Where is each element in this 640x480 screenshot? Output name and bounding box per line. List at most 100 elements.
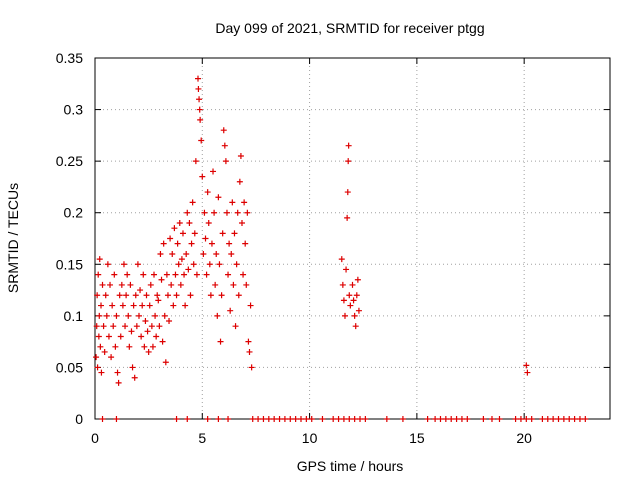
- data-point: [95, 333, 102, 340]
- data-point: [168, 281, 175, 288]
- data-point: [480, 416, 487, 422]
- data-point: [97, 343, 104, 350]
- data-point: [346, 416, 353, 422]
- data-point: [217, 338, 224, 345]
- data-point: [155, 297, 162, 304]
- data-point: [211, 209, 218, 216]
- data-point: [117, 333, 124, 340]
- data-point: [120, 261, 127, 268]
- data-point: [362, 416, 369, 422]
- data-point: [176, 220, 183, 227]
- data-point: [125, 312, 132, 319]
- data-point: [237, 152, 244, 159]
- data-point: [248, 364, 255, 371]
- data-point: [448, 416, 455, 422]
- data-point: [147, 281, 154, 288]
- data-point: [96, 312, 103, 319]
- data-point: [330, 416, 337, 422]
- y-tick-label: 0.35: [56, 50, 83, 66]
- data-point: [234, 209, 241, 216]
- data-point: [340, 297, 347, 304]
- data-point: [544, 416, 551, 422]
- data-point: [104, 261, 111, 268]
- data-point: [344, 214, 351, 221]
- data-point: [303, 416, 310, 422]
- data-point: [512, 416, 519, 422]
- data-point: [241, 199, 248, 206]
- data-point: [189, 199, 196, 206]
- x-tick-label: 20: [516, 430, 532, 446]
- data-point: [190, 261, 197, 268]
- data-point: [341, 312, 348, 319]
- data-point: [215, 194, 222, 201]
- data-point: [488, 416, 495, 422]
- data-point: [196, 96, 203, 103]
- y-tick-label: 0.3: [64, 102, 84, 118]
- data-point: [298, 416, 304, 422]
- data-point: [350, 297, 357, 304]
- data-point: [173, 292, 180, 299]
- data-point: [173, 416, 180, 422]
- data-point: [157, 250, 164, 257]
- data-point: [148, 323, 155, 330]
- data-point: [193, 271, 200, 278]
- data-point: [116, 292, 123, 299]
- data-point: [222, 158, 229, 165]
- data-point: [338, 256, 345, 263]
- data-point: [528, 416, 535, 422]
- data-point: [170, 302, 177, 309]
- data-point: [351, 416, 358, 422]
- data-point: [129, 364, 136, 371]
- data-point: [166, 318, 173, 325]
- data-point: [105, 333, 112, 340]
- data-point: [246, 348, 253, 355]
- data-point: [383, 416, 390, 422]
- data-point: [172, 271, 179, 278]
- data-point: [184, 416, 191, 422]
- data-point: [109, 302, 116, 309]
- data-point: [199, 173, 206, 180]
- data-point: [339, 281, 346, 288]
- data-point: [203, 271, 210, 278]
- data-point: [177, 281, 184, 288]
- data-point: [227, 307, 234, 314]
- data-point: [108, 354, 115, 361]
- data-point: [208, 240, 215, 247]
- data-point: [169, 250, 176, 257]
- data-point: [202, 235, 209, 242]
- data-point: [560, 416, 567, 422]
- data-point: [187, 292, 194, 299]
- data-point: [96, 256, 103, 263]
- data-point: [161, 312, 168, 319]
- y-tick-label: 0.25: [56, 153, 83, 169]
- grid: [95, 58, 610, 419]
- data-point: [191, 230, 198, 237]
- data-point: [198, 137, 205, 144]
- data-point: [175, 261, 182, 268]
- axis-ticks: 0 5 10 15 20 0 0.05 0.1 0.15 0.2 0.25 0.3 0.35: [56, 50, 610, 446]
- data-point: [93, 354, 100, 361]
- data-point: [225, 416, 232, 422]
- data-point: [99, 281, 106, 288]
- data-point: [226, 240, 233, 247]
- data-point: [281, 416, 288, 422]
- data-point: [183, 250, 190, 257]
- data-point: [181, 271, 188, 278]
- x-tick-label: 5: [198, 430, 206, 446]
- data-point: [287, 416, 294, 422]
- data-point: [137, 287, 144, 294]
- data-point: [231, 230, 238, 237]
- data-point: [195, 75, 201, 82]
- data-point: [249, 416, 256, 422]
- data-point: [139, 302, 146, 309]
- data-point: [94, 364, 101, 371]
- data-point: [141, 343, 148, 350]
- data-point: [99, 416, 106, 422]
- data-point: [134, 261, 141, 268]
- data-point: [229, 199, 236, 206]
- data-point: [171, 225, 178, 232]
- data-point: [145, 348, 152, 355]
- data-point: [130, 302, 137, 309]
- data-point: [228, 250, 235, 257]
